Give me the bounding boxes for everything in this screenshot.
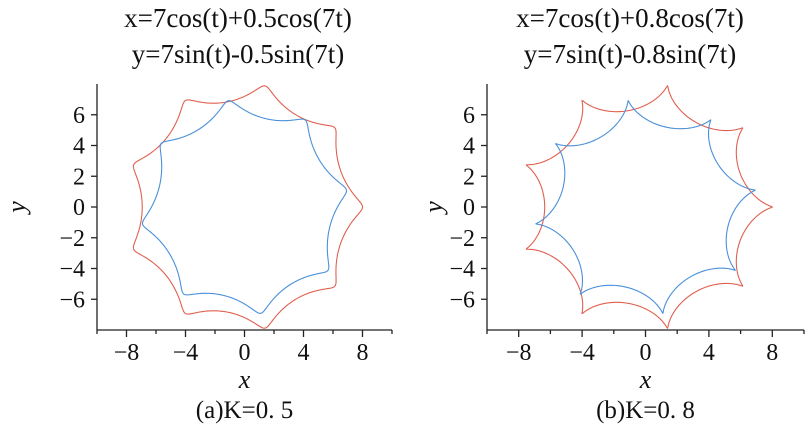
chart-panel-2: x=7cos(t)+0.8cos(7t) y=7sin(t)-0.8sin(7t)… [419, 3, 805, 424]
x-tick-label: −8 [114, 340, 140, 366]
series-curve-outer [525, 85, 773, 329]
x-tick-label: 0 [239, 340, 251, 366]
x-axis-label: x [238, 365, 251, 394]
chart-title-line-2: y=7sin(t)-0.5sin(7t) [132, 39, 344, 69]
y-tick-label: 0 [463, 195, 475, 221]
y-axis-label: y [419, 201, 448, 216]
x-tick-label: 0 [640, 340, 652, 366]
chart-caption: (b)K=0. 8 [596, 397, 695, 424]
x-tick-label: 8 [357, 340, 369, 366]
y-tick-label: 2 [463, 164, 475, 190]
x-tick-label: −8 [506, 340, 532, 366]
x-tick-label: 8 [766, 340, 778, 366]
chart-caption: (a)K=0. 5 [196, 397, 293, 424]
chart-title-line-1: x=7cos(t)+0.8cos(7t) [516, 3, 744, 33]
x-tick-label: −4 [173, 340, 199, 366]
y-tick-label: −2 [449, 226, 475, 252]
y-tick-label: −6 [449, 287, 475, 313]
chart-title-line-1: x=7cos(t)+0.5cos(7t) [124, 3, 352, 33]
y-tick-label: 4 [73, 134, 85, 160]
y-tick-label: 6 [463, 103, 475, 129]
y-tick-label: −6 [59, 287, 85, 313]
y-tick-label: −4 [59, 257, 85, 283]
series-curve-inner [535, 100, 756, 314]
y-tick-label: 4 [463, 134, 475, 160]
chart-title-line-2: y=7sin(t)-0.8sin(7t) [524, 39, 736, 69]
y-axis-label: y [2, 201, 31, 216]
y-tick-label: −4 [449, 257, 475, 283]
x-tick-label: −4 [569, 340, 595, 366]
series-curve-inner [141, 100, 348, 314]
y-tick-label: 6 [73, 103, 85, 129]
chart-panel-1: x=7cos(t)+0.5cos(7t) y=7sin(t)-0.5sin(7t)… [2, 3, 393, 424]
x-tick-label: 4 [298, 340, 310, 366]
x-axis-label: x [639, 365, 652, 394]
y-tick-label: 2 [73, 164, 85, 190]
y-tick-label: −2 [59, 226, 85, 252]
y-tick-label: 0 [73, 195, 85, 221]
series-curve-outer [132, 85, 364, 329]
x-tick-label: 4 [703, 340, 715, 366]
